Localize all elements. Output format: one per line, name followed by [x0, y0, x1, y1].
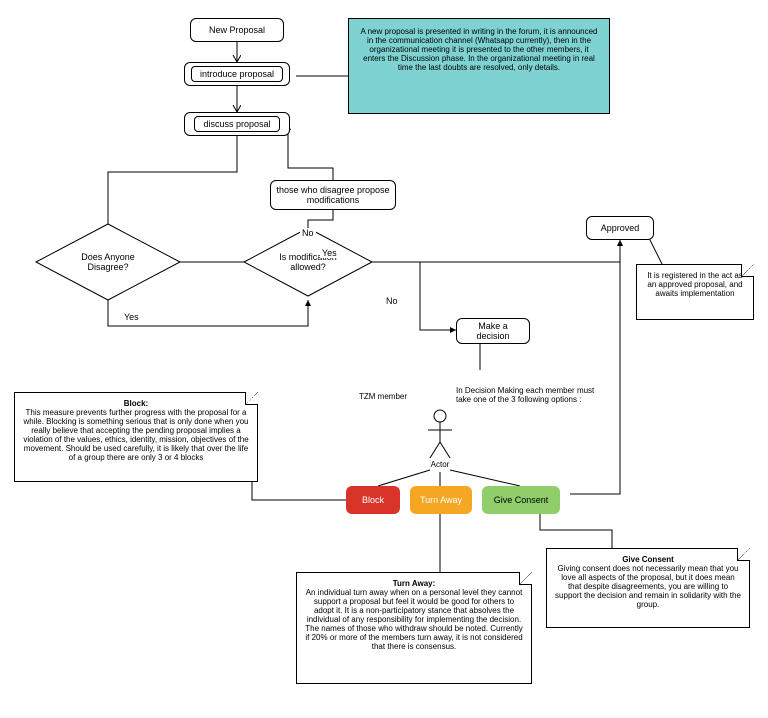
node-make-decision: Make a decision: [456, 318, 530, 344]
edge-label-yes-1: Yes: [320, 248, 339, 258]
note-turnaway-body: An individual turn away when on a person…: [305, 588, 522, 651]
note-give-consent: Give Consent Giving consent does not nec…: [546, 548, 750, 628]
edge-label-no-1: No: [300, 228, 316, 238]
label-tzm-member: TZM member: [358, 392, 408, 401]
node-approved: Approved: [586, 216, 654, 240]
note-consent-body: Giving consent does not necessarily mean…: [555, 564, 741, 609]
node-discuss-inner: discuss proposal: [194, 116, 279, 132]
node-discuss-proposal: discuss proposal: [184, 112, 290, 136]
intro-callout-text: A new proposal is presented in writing i…: [360, 27, 597, 72]
flowchart-canvas: New Proposal introduce proposal discuss …: [0, 0, 768, 718]
decision-does-anyone-disagree: Does Anyone Disagree?: [108, 262, 109, 263]
note-approved: It is registered in the act as an approv…: [636, 264, 754, 320]
node-introduce-proposal: introduce proposal: [184, 62, 290, 86]
note-block-body: This measure prevents further progress w…: [23, 408, 248, 462]
node-new-proposal: New Proposal: [190, 18, 284, 42]
note-block: Block: This measure prevents further pro…: [14, 392, 258, 482]
node-introduce-inner: introduce proposal: [191, 66, 283, 82]
note-turnaway-title: Turn Away:: [393, 579, 436, 588]
actor-icon: [426, 408, 454, 465]
note-turn-away: Turn Away: An individual turn away when …: [296, 572, 532, 684]
actor-label: Actor: [426, 460, 454, 469]
edge-label-no-2: No: [384, 296, 400, 306]
label-decision-intro: In Decision Making each member must take…: [456, 386, 596, 404]
decision-modification-allowed: Is modification allowed?: [308, 262, 309, 263]
intro-callout: A new proposal is presented in writing i…: [348, 18, 610, 114]
disagree-label: Does Anyone Disagree?: [63, 252, 153, 272]
note-consent-title: Give Consent: [622, 555, 674, 564]
option-turn-away: Turn Away: [410, 486, 472, 514]
option-block: Block: [346, 486, 400, 514]
node-propose-modifications: those who disagree propose modifications: [270, 180, 396, 210]
option-give-consent: Give Consent: [482, 486, 560, 514]
note-block-title: Block:: [124, 399, 148, 408]
edge-label-yes-2: Yes: [122, 312, 141, 322]
